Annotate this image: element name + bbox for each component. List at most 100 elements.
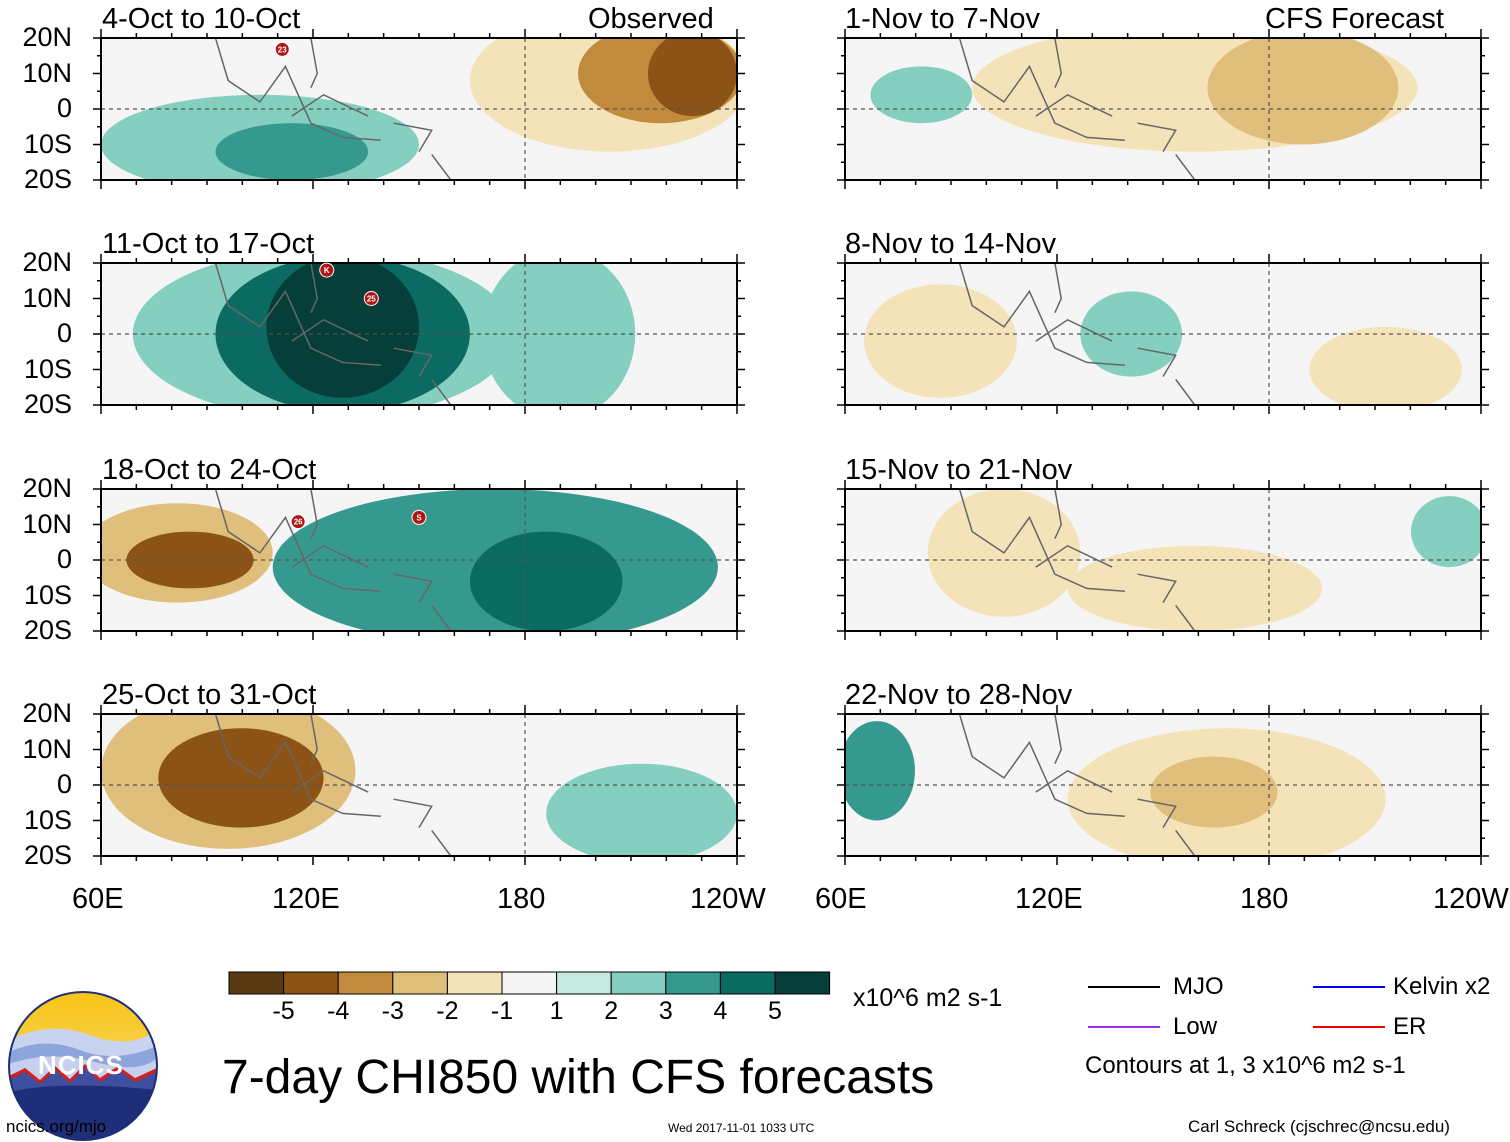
- storm-marker-label: K: [324, 266, 330, 275]
- y-tick-label: 20S: [23, 615, 72, 645]
- shading-region: [1207, 38, 1399, 145]
- storm-marker: 23: [274, 41, 290, 57]
- panel-title-7: 15-Nov to 21-Nov: [845, 454, 1073, 486]
- shading-region: [215, 123, 369, 180]
- y-tick-label: 10N: [22, 508, 72, 539]
- x-tick-label-120w-left: 120W: [690, 883, 766, 915]
- coastline: [214, 489, 433, 603]
- right-column-label: CFS Forecast: [1265, 3, 1444, 35]
- colorbar-swatch: [446, 971, 503, 995]
- colorbar-tick-label: -1: [490, 997, 514, 1025]
- colorbar-units: x10^6 m2 s-1: [853, 984, 1003, 1012]
- y-tick-label: 10N: [22, 57, 72, 88]
- colorbar-tick-label: -5: [272, 997, 295, 1025]
- legend-kelvin-label: Kelvin x2: [1393, 973, 1491, 1000]
- y-tick-label: 20S: [23, 389, 72, 419]
- coastline: [958, 263, 1177, 377]
- legend-er-label: ER: [1393, 1013, 1427, 1040]
- x-tick-label-60e-right: 60E: [815, 883, 867, 915]
- x-tick-label-120e-left: 120E: [272, 883, 340, 915]
- main-title: 7-day CHI850 with CFS forecasts: [222, 1051, 935, 1104]
- shading-region: [1411, 496, 1481, 568]
- shading-region: [1067, 545, 1322, 631]
- footer-timestamp: Wed 2017-11-01 1033 UTC: [668, 1121, 815, 1135]
- coastline: [1054, 38, 1196, 180]
- shading-region: [845, 721, 915, 821]
- x-tick-label-180-right: 180: [1240, 883, 1289, 915]
- contour-note: Contours at 1, 3 x10^6 m2 s-1: [1085, 1052, 1406, 1079]
- legend-mjo-label: MJO: [1173, 973, 1224, 1000]
- coastline: [310, 263, 452, 405]
- colorbar-swatch: [556, 971, 612, 995]
- coastline: [958, 489, 1177, 603]
- y-tick-label: 10N: [22, 733, 72, 764]
- coastline: [214, 38, 433, 152]
- colorbar-swatch: [337, 971, 394, 995]
- colorbar-tick-label: 5: [768, 997, 782, 1025]
- map-panel-6: [837, 254, 1489, 414]
- colorbar-tick-label: -4: [327, 997, 350, 1025]
- shading-region: [870, 66, 973, 124]
- panel-title-3: 18-Oct to 24-Oct: [102, 454, 317, 486]
- coastline: [1054, 714, 1196, 856]
- storm-marker: S: [411, 509, 427, 525]
- colorbar-swatch: [501, 971, 558, 995]
- map-panel-4: [93, 705, 745, 865]
- y-tick-label: 0: [56, 93, 72, 123]
- coastline: [1054, 489, 1196, 631]
- colorbar-tick-label: 4: [713, 997, 728, 1025]
- panel-title-8: 22-Nov to 28-Nov: [845, 679, 1073, 711]
- map-panel-8: [837, 705, 1489, 865]
- coastline: [1054, 263, 1196, 405]
- coastline: [958, 38, 1177, 152]
- storm-marker: K: [319, 262, 335, 278]
- coastline: [310, 489, 452, 631]
- y-tick-label: 10S: [23, 353, 72, 384]
- x-tick-label-120e-right: 120E: [1015, 883, 1083, 915]
- x-tick-label-180-left: 180: [497, 883, 546, 915]
- x-tick-label-120w-right: 120W: [1433, 883, 1509, 915]
- map-panel-1: [93, 29, 745, 189]
- colorbar-swatch: [283, 971, 339, 995]
- footer-url: ncics.org/mjo: [6, 1117, 107, 1136]
- x-tick-label-60e-left: 60E: [72, 883, 124, 915]
- y-tick-label: 0: [56, 544, 72, 574]
- colorbar-swatch: [774, 971, 831, 995]
- coastline: [214, 263, 433, 377]
- map-panel-2: [93, 254, 745, 414]
- colorbar-swatch: [392, 971, 448, 995]
- coastline: [310, 38, 452, 180]
- y-tick-label: 10S: [23, 804, 72, 835]
- map-panel-7: [837, 480, 1489, 640]
- coastline: [214, 714, 433, 828]
- shading-region: [1080, 291, 1183, 377]
- y-tick-label: 20N: [22, 698, 72, 728]
- y-tick-label: 20N: [22, 473, 72, 503]
- colorbar-swatch: [228, 971, 285, 995]
- shading-region: [546, 763, 737, 856]
- y-tick-label: 20N: [22, 22, 72, 52]
- colorbar-swatch: [610, 971, 667, 995]
- colorbar-tick-label: -3: [381, 997, 404, 1025]
- storm-marker-label: S: [416, 513, 422, 522]
- shading-region: [158, 728, 324, 828]
- panel-title-6: 8-Nov to 14-Nov: [845, 228, 1057, 260]
- panel-title-4: 25-Oct to 31-Oct: [102, 679, 317, 711]
- storm-marker: 26: [290, 514, 306, 530]
- storm-marker-label: 23: [278, 45, 287, 54]
- storm-marker-label: 26: [294, 518, 303, 527]
- panel-title-5: 1-Nov to 7-Nov: [845, 3, 1041, 35]
- shading-region: [266, 263, 419, 398]
- colorbar-tick-label: 1: [549, 997, 564, 1025]
- legend-low-label: Low: [1173, 1013, 1218, 1040]
- y-tick-label: 20S: [23, 164, 72, 194]
- y-tick-label: 0: [56, 318, 72, 348]
- left-column-label: Observed: [588, 3, 714, 35]
- colorbar-tick-label: 3: [658, 997, 673, 1025]
- colorbar-tick-label: -2: [436, 997, 459, 1025]
- y-tick-label: 20S: [23, 840, 72, 870]
- panel-title-1: 4-Oct to 10-Oct: [102, 3, 301, 35]
- y-tick-label: 10N: [22, 282, 72, 313]
- shading-region: [469, 531, 623, 631]
